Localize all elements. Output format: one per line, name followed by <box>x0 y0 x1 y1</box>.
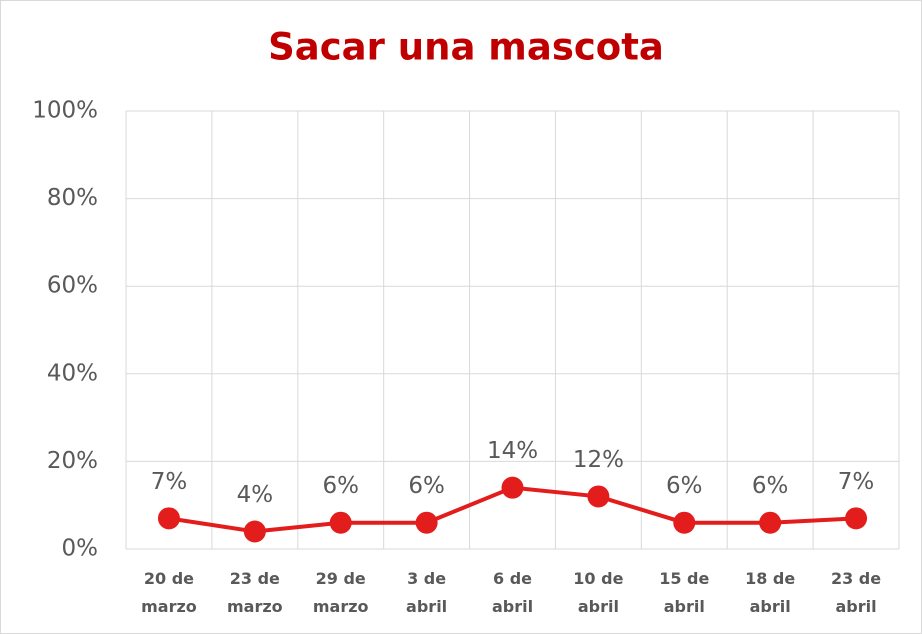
x-tick-label: 29 de marzo <box>312 569 369 616</box>
data-label: 7% <box>151 469 188 495</box>
marker <box>415 511 438 534</box>
chart-title: Sacar una mascota <box>268 26 664 69</box>
data-label: 6% <box>322 473 359 499</box>
data-label: 6% <box>752 473 789 499</box>
marker <box>157 507 180 530</box>
y-tick-label: 80% <box>47 185 98 211</box>
y-tick-label: 40% <box>47 360 98 386</box>
y-tick-label: 60% <box>47 273 98 299</box>
data-label: 14% <box>487 438 538 464</box>
x-tick-label: 10 de abril <box>573 569 624 616</box>
marker <box>673 511 696 534</box>
data-label: 6% <box>408 473 445 499</box>
x-tick-label: 23 de abril <box>830 569 882 616</box>
data-label: 12% <box>573 447 624 473</box>
x-tick-label: 20 de marzo <box>141 569 197 616</box>
x-tick-label: 18 de abril <box>745 569 796 616</box>
data-label: 6% <box>666 473 703 499</box>
x-tick-label: 15 de abril <box>659 569 710 616</box>
x-tick-label: 23 de marzo <box>226 569 283 616</box>
y-tick-label: 100% <box>32 98 98 124</box>
x-tick-label: 3 de abril <box>406 569 448 616</box>
marker <box>587 485 610 508</box>
y-tick-label: 0% <box>62 536 99 562</box>
marker <box>501 476 524 499</box>
marker <box>759 511 782 534</box>
marker <box>845 507 868 530</box>
marker <box>329 511 352 534</box>
y-tick-label: 20% <box>47 448 98 474</box>
data-label: 4% <box>237 482 274 508</box>
x-tick-label: 6 de abril <box>491 569 534 616</box>
marker <box>243 520 266 543</box>
data-label: 7% <box>838 469 875 495</box>
